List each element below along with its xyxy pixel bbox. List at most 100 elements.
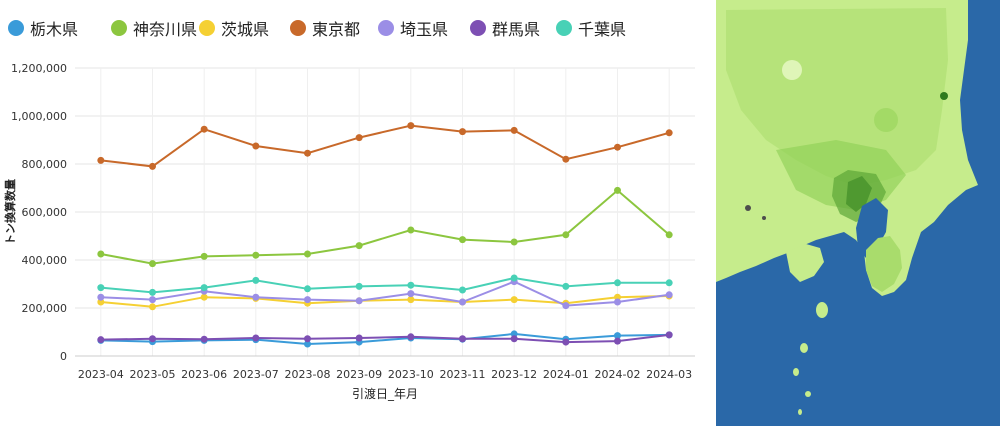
legend-label: 埼玉県 [400,20,449,39]
data-point [614,143,621,151]
y-tick-label: 200,000 [22,302,68,315]
x-tick-label: 2023-04 [78,368,124,381]
data-point [665,279,673,287]
data-point [614,279,621,287]
y-tick-label: 1,200,000 [11,62,67,75]
data-point [665,231,673,239]
legend-item[interactable]: 千葉県 [556,18,627,39]
data-point [355,134,363,142]
legend-item[interactable]: 群馬県 [470,18,541,39]
bay [856,198,888,258]
data-point [562,282,570,290]
region-patch [782,60,802,80]
x-tick-label: 2024-01 [543,368,589,381]
series-line [100,280,670,307]
data-point [304,296,311,304]
legend-item[interactable]: 埼玉県 [378,18,449,39]
legend-item[interactable]: 茨城県 [199,18,270,39]
x-tick-label: 2023-05 [130,368,176,381]
legend-swatch-icon [556,20,572,36]
legend-item[interactable]: 東京都 [290,18,360,39]
data-point [510,274,518,282]
data-point [149,260,156,268]
data-point [459,128,466,136]
data-point [304,250,311,258]
legend-swatch-icon [8,20,24,36]
x-axis-title: 引渡日_年月 [352,386,418,401]
data-point [97,250,105,258]
data-point [97,298,105,306]
west-peninsula [786,244,824,282]
legend-label: 栃木県 [30,20,79,39]
data-point [562,338,570,346]
data-point [355,297,363,305]
data-point [355,242,363,250]
data-point [407,226,415,234]
data-point [304,335,311,343]
data-point [510,126,518,134]
x-tick-label: 2023-11 [440,368,486,381]
legend: 栃木県 神奈川県 茨城県 東京都 埼玉県 群馬県 千葉県 [8,10,708,46]
data-point [252,251,260,259]
data-point [304,340,311,348]
data-point [252,276,260,284]
region-patch [940,92,948,100]
data-point [304,285,311,293]
data-point [149,288,156,296]
data-point [510,335,518,343]
island [793,368,799,376]
y-tick-label: 1,000,000 [11,110,67,123]
data-point [614,337,621,345]
legend-label: 茨城県 [221,20,270,39]
data-point [97,284,105,292]
data-point [149,335,156,343]
data-point [459,236,466,244]
data-point [562,231,570,239]
data-point [510,238,518,246]
legend-label: 千葉県 [578,20,627,39]
land-inland [726,8,948,186]
data-point [407,281,415,289]
chart-panel: 栃木県 神奈川県 茨城県 東京都 埼玉県 群馬県 千葉県 0 200,000 400,000 60… [3,10,708,401]
data-point [149,162,156,170]
data-point [665,129,673,137]
data-point [407,122,415,130]
data-point [665,291,673,299]
region-patch [874,108,898,132]
x-tick-label: 2023-12 [491,368,537,381]
legend-label: 群馬県 [492,20,541,39]
map-svg [716,0,1000,426]
legend-swatch-icon [470,20,486,36]
data-point [304,149,311,157]
data-point [200,252,208,260]
series-line [100,332,670,346]
x-tick-label: 2024-02 [595,368,641,381]
island [800,343,808,353]
legend-item[interactable]: 神奈川県 [111,18,197,39]
line-chart: 0 200,000 400,000 600,000 800,000 1,000,000 1,… [3,62,695,401]
x-tick-label: 2023-09 [336,368,382,381]
x-tick-label: 2023-06 [181,368,227,381]
y-axis-title: トン換算数量 [3,179,17,245]
data-point [510,330,518,338]
legend-swatch-icon [378,20,394,36]
legend-swatch-icon [111,20,127,36]
legend-swatch-icon [199,20,215,36]
x-tick-label: 2023-10 [388,368,434,381]
data-point [97,156,105,164]
data-point [407,333,415,341]
peninsula [866,236,902,292]
island [798,409,802,415]
data-point [459,335,466,343]
series-line [100,295,670,308]
legend-swatch-icon [290,20,306,36]
series-line [100,124,670,168]
series-line [100,189,670,265]
data-point [149,296,156,304]
legend-item[interactable]: 栃木県 [8,18,79,39]
y-tick-label: 0 [60,350,67,363]
data-point [665,331,673,339]
data-point [459,286,466,294]
data-point [614,298,621,306]
data-point [510,296,518,304]
